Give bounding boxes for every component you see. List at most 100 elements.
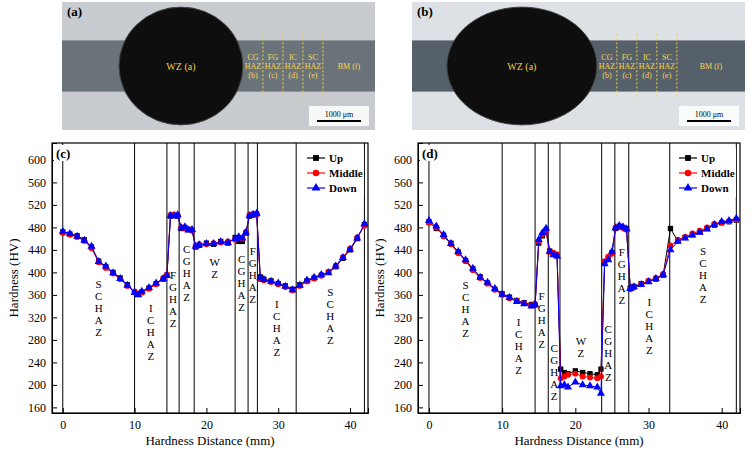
- marker: [491, 284, 499, 291]
- marker: [174, 210, 182, 217]
- y-tick-label: 600: [28, 153, 46, 167]
- x-tick: 40: [345, 408, 357, 432]
- x-tick-mark: [429, 408, 430, 413]
- marker: [666, 245, 674, 252]
- panel-letter: (a): [67, 4, 82, 19]
- y-tick-label: 360: [394, 288, 412, 302]
- y-tick-label: 560: [28, 176, 46, 190]
- zone-name: ICHAZ: [273, 298, 281, 358]
- marker: [593, 382, 601, 389]
- zone-name-letter: G: [618, 258, 626, 270]
- zone-line: [282, 34, 283, 97]
- marker: [476, 273, 484, 280]
- zone-name-letter: C: [515, 328, 522, 340]
- marker: [505, 293, 513, 300]
- marker: [571, 377, 579, 384]
- zone-line: [322, 34, 323, 97]
- zone-name-letter: A: [169, 305, 177, 317]
- zone-name-letter: Z: [515, 364, 522, 376]
- x-tick-mark: [135, 408, 136, 413]
- zone-name-letter: A: [604, 359, 612, 371]
- marker: [281, 282, 289, 289]
- zone-name-letter: H: [273, 322, 281, 334]
- y-tick-label: 440: [394, 243, 412, 257]
- zone-label: ICHAZ(d): [639, 53, 656, 80]
- chart: 0102030401602002402803203604004404805205…: [372, 143, 741, 448]
- zone-label-line: (d): [288, 71, 298, 80]
- photo-weld: [119, 7, 243, 125]
- zone-name: CGHAZ: [238, 253, 246, 313]
- marker: [310, 273, 318, 280]
- y-tick-mark: [418, 272, 423, 273]
- scale-bar-patch: [679, 106, 739, 126]
- marker: [188, 225, 196, 232]
- x-tick-mark: [278, 408, 279, 413]
- y-axis-title: Hardness (HV): [372, 238, 387, 317]
- marker: [440, 230, 448, 237]
- zone-name-letter: G: [238, 265, 246, 277]
- y-tick-mark: [52, 340, 57, 341]
- zone-name-letter: Z: [238, 301, 245, 313]
- y-tick-label: 320: [394, 311, 412, 325]
- zone-name-letter: Z: [211, 268, 218, 280]
- y-tick-mark: [52, 272, 57, 273]
- y-tick: 400: [394, 266, 423, 280]
- marker: [579, 380, 587, 387]
- legend-marker: [685, 155, 691, 161]
- scale-bar-label: 1000 μm: [695, 110, 724, 119]
- y-tick-mark: [52, 407, 57, 408]
- marker: [688, 231, 696, 238]
- x-tick: 20: [201, 408, 213, 432]
- y-tick-label: 240: [28, 356, 46, 370]
- x-axis: 010203040: [53, 408, 369, 432]
- photo-ground: [412, 2, 745, 130]
- zone-line: [636, 34, 637, 97]
- zone-name-letter: Z: [147, 350, 154, 362]
- zone-label-line: CG: [247, 53, 258, 62]
- legend-label: Middle: [329, 167, 363, 179]
- plot-area: [59, 143, 368, 413]
- marker: [260, 275, 268, 282]
- x-axis-title: Hardness Distance (mm): [514, 433, 643, 448]
- zone-name-letter: C: [95, 290, 102, 302]
- y-tick-mark: [52, 227, 57, 228]
- marker: [224, 238, 232, 245]
- zone-name-letter: H: [183, 267, 191, 279]
- y-tick-mark: [418, 182, 423, 183]
- zone-name-letter: Z: [183, 291, 190, 303]
- x-tick-mark: [649, 408, 650, 413]
- marker: [346, 245, 354, 252]
- x-axis: 010203040: [419, 408, 741, 432]
- legend-marker: [684, 183, 693, 191]
- zone-label-line: FG: [622, 53, 632, 62]
- y-tick-mark: [418, 362, 423, 363]
- y-tick: 600: [28, 153, 57, 167]
- y-tick-label: 160: [394, 401, 412, 415]
- y-tick-label: 520: [28, 198, 46, 212]
- marker: [732, 214, 740, 221]
- marker: [520, 299, 528, 306]
- marker: [469, 264, 477, 271]
- legend-marker: [313, 155, 319, 161]
- zone-label: SCHAZ(e): [305, 53, 322, 80]
- zone-line: [302, 34, 303, 97]
- y-tick: 560: [394, 176, 423, 190]
- y-tick-mark: [418, 317, 423, 318]
- marker: [289, 285, 297, 292]
- zone-name-letter: S: [327, 286, 333, 298]
- zone-line: [676, 34, 677, 97]
- zone-name-letter: S: [463, 279, 469, 291]
- zone-label: CGHAZ(b): [245, 53, 262, 80]
- legend-patch: [304, 148, 364, 197]
- y-tick-label: 360: [28, 288, 46, 302]
- zone-name-letter: A: [249, 281, 257, 293]
- marker: [432, 222, 440, 229]
- base-label: BM (f): [700, 62, 723, 71]
- y-tick-label: 400: [394, 266, 412, 280]
- zone-name-letter: H: [147, 326, 155, 338]
- figure: WZ (a)CGHAZ(b)FGHAZ(c)ICHAZ(d)SCHAZ(e)BM…: [0, 0, 755, 456]
- y-tick-mark: [418, 250, 423, 251]
- zone-name-letter: F: [250, 245, 256, 257]
- marker: [652, 274, 660, 281]
- zone-name-letter: H: [604, 347, 612, 359]
